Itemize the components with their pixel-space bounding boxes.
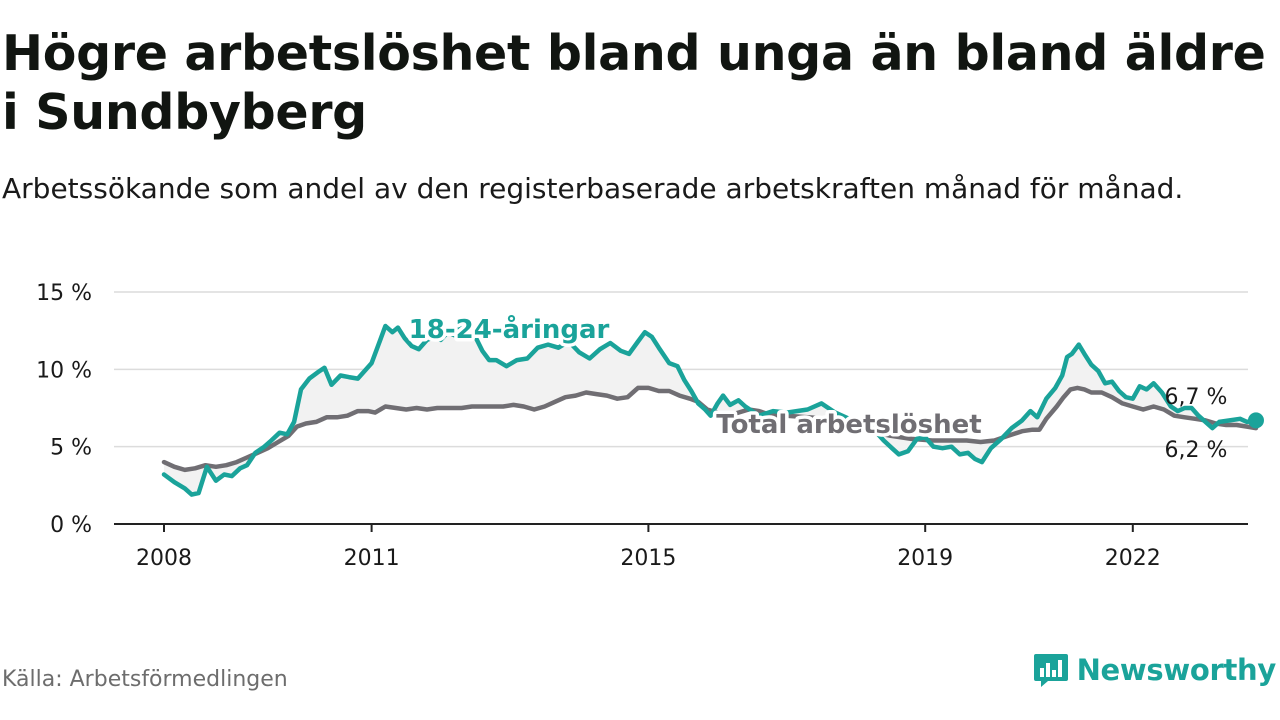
y-tick-label: 15 %: [36, 281, 92, 306]
bar-chart-speech-icon: [1033, 654, 1068, 687]
y-tick-label: 10 %: [36, 358, 92, 383]
x-tick-label: 2011: [344, 546, 400, 571]
x-tick-label: 2008: [136, 546, 192, 571]
total-series-label: Total arbetslöshet: [716, 410, 981, 440]
series-line-youth: [161, 319, 1259, 497]
chart-subtitle: Arbetssökande som andel av den registerb…: [2, 172, 1184, 205]
x-tick-label: 2019: [897, 546, 953, 571]
difference-area: [164, 321, 1256, 495]
youth-end-marker: [1247, 412, 1264, 429]
x-tick-label: 2015: [620, 546, 676, 571]
brand-name: Newsworthy: [1076, 653, 1277, 687]
chart-title: Högre arbetslöshet bland unga än bland ä…: [2, 25, 1266, 141]
youth-series-label: 18-24-åringar: [409, 313, 610, 345]
youth-end-label: 6,7 %: [1165, 385, 1228, 410]
brand-logo[interactable]: Newsworthy: [1033, 652, 1276, 688]
x-tick-label: 2022: [1105, 546, 1161, 571]
source-note: Källa: Arbetsförmedlingen: [2, 667, 288, 692]
y-tick-label: 0 %: [50, 513, 92, 538]
y-tick-label: 5 %: [50, 436, 92, 461]
total-end-label: 6,2 %: [1165, 438, 1228, 463]
series-line-total: [161, 385, 1259, 473]
